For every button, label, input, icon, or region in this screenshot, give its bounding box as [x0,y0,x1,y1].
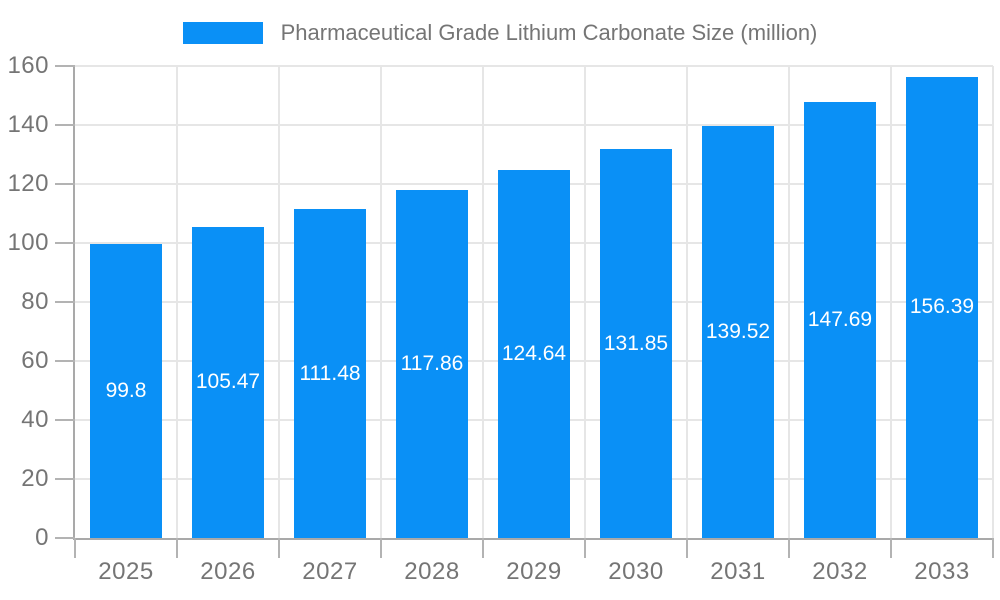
x-axis-label-2025: 2025 [98,558,154,585]
y-axis-tick [55,124,75,126]
bar-value-label: 105.47 [195,370,261,394]
x-gridline [788,66,790,538]
y-axis-tick [55,478,75,480]
x-axis-tick [686,538,688,558]
y-axis-label: 140 [7,111,49,138]
x-axis-label-2027: 2027 [302,558,358,585]
bar-2026[interactable]: 105.47 [192,226,264,538]
bar-2027[interactable]: 111.48 [294,209,366,538]
legend-swatch [182,22,263,44]
bar-value-label: 117.86 [400,352,464,376]
bar-value-label: 147.69 [807,308,873,332]
y-axis-tick [55,65,75,67]
x-gridline [278,66,280,538]
y-axis-label: 120 [7,170,49,197]
y-gridline [75,65,993,67]
bar-2025[interactable]: 99.8 [90,243,162,538]
x-gridline [992,66,994,538]
y-axis-tick [55,301,75,303]
x-axis-label-2033: 2033 [914,558,970,585]
x-axis-tick [176,538,178,558]
x-gridline [584,66,586,538]
y-axis-label: 80 [21,288,49,315]
x-axis-tick [992,538,994,558]
x-axis-tick [482,538,484,558]
x-gridline [176,66,178,538]
legend-item[interactable]: Pharmaceutical Grade Lithium Carbonate S… [0,20,1000,46]
y-axis-label: 100 [7,229,49,256]
x-axis-label-2029: 2029 [506,558,562,585]
bar-value-label: 111.48 [299,361,361,385]
y-axis-label: 20 [21,465,49,492]
y-axis-label: 160 [7,52,49,79]
x-gridline [482,66,484,538]
y-axis-label: 40 [21,406,49,433]
x-axis-tick [584,538,586,558]
y-axis-tick [55,242,75,244]
x-axis-tick [788,538,790,558]
y-axis-tick [55,537,75,539]
y-axis-tick [55,360,75,362]
x-axis-tick [74,538,76,558]
x-axis-label-2026: 2026 [200,558,256,585]
bar-value-label: 124.64 [501,342,567,366]
bar-2033[interactable]: 156.39 [906,76,978,538]
bar-2032[interactable]: 147.69 [804,102,876,538]
x-axis-label-2028: 2028 [404,558,460,585]
x-axis-tick [380,538,382,558]
chart-title: Pharmaceutical Grade Lithium Carbonate S… [280,20,818,45]
x-axis-label-2031: 2031 [710,558,766,585]
bar-2029[interactable]: 124.64 [498,170,570,538]
x-axis-label-2032: 2032 [812,558,868,585]
x-axis-label-2030: 2030 [608,558,664,585]
bar-2031[interactable]: 139.52 [702,126,774,538]
plot-area: 99.8 105.47 111.48 117.86 124.64 131.85 139.52… [75,65,994,538]
x-axis-line [73,538,993,540]
bar-2028[interactable]: 117.86 [396,190,468,538]
bar-value-label: 131.85 [603,331,669,355]
bar-value-label: 139.52 [705,320,771,344]
y-axis-label: 60 [21,347,49,374]
x-gridline [380,66,382,538]
bar-value-label: 99.8 [105,378,147,402]
y-axis-tick [55,183,75,185]
x-gridline [890,66,892,538]
x-gridline [686,66,688,538]
bar-2030[interactable]: 131.85 [600,149,672,538]
x-axis-tick [890,538,892,558]
y-axis-label: 0 [35,524,49,551]
bar-value-label: 156.39 [909,295,975,319]
y-axis-tick [55,419,75,421]
y-gridline [75,124,993,126]
x-axis-tick [278,538,280,558]
